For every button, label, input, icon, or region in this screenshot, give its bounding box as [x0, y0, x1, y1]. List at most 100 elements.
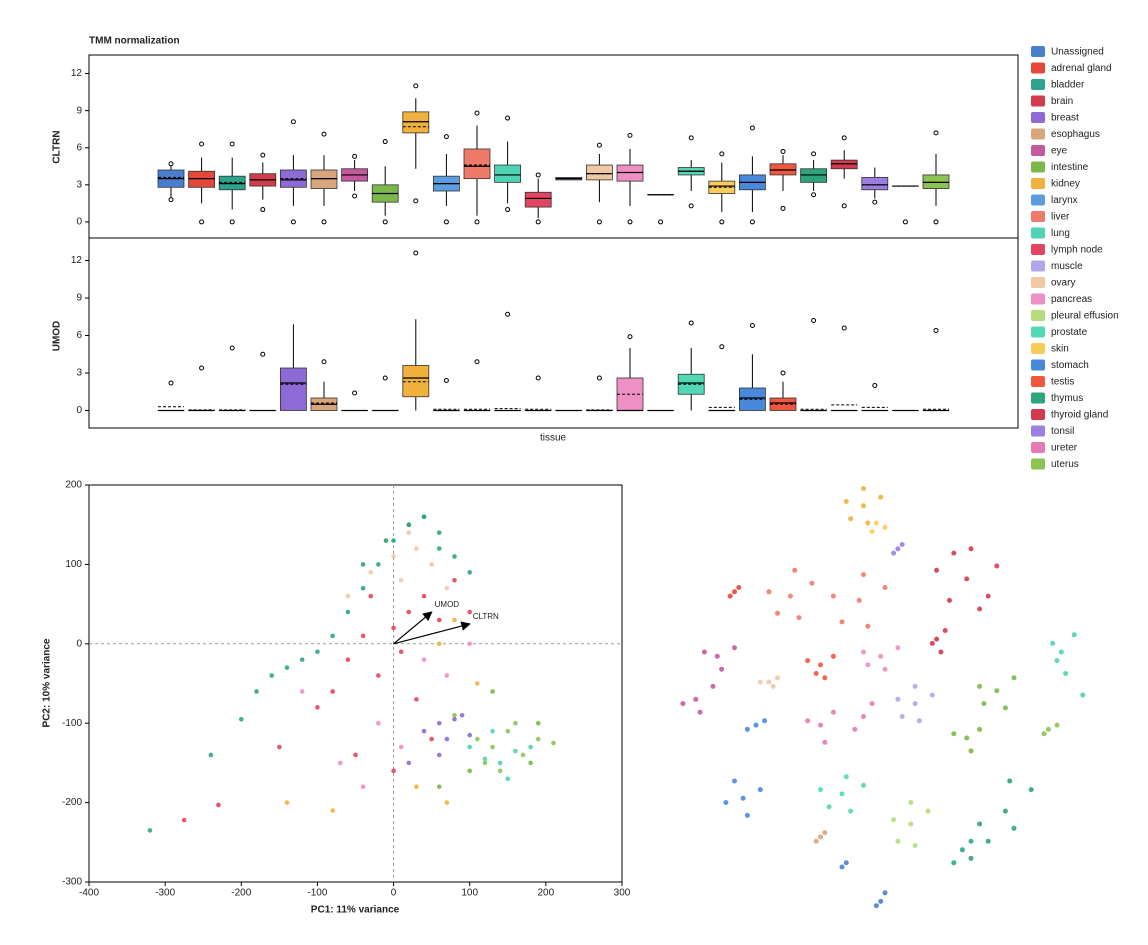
outlier: [382, 219, 388, 225]
legend-label: tonsil: [1051, 426, 1074, 437]
outlier: [352, 153, 358, 159]
legend-swatch: [1031, 95, 1045, 107]
point: [345, 593, 351, 599]
point: [977, 683, 983, 689]
x-tick-label: 0: [391, 888, 397, 899]
point: [693, 696, 699, 702]
point: [475, 736, 480, 742]
box: [586, 164, 613, 181]
point: [822, 675, 828, 681]
legend-swatch: [1031, 310, 1045, 321]
point: [406, 530, 412, 535]
point: [818, 787, 823, 793]
outlier: [443, 219, 449, 225]
point: [985, 838, 991, 844]
point: [436, 784, 442, 790]
outlier: [749, 323, 755, 328]
point: [208, 752, 214, 758]
point: [353, 752, 358, 758]
point: [908, 821, 914, 827]
outlier: [688, 203, 694, 209]
legend-swatch: [1031, 409, 1045, 420]
point: [406, 522, 412, 527]
point: [895, 696, 901, 702]
legend-swatch: [1031, 161, 1045, 173]
outlier: [933, 130, 939, 136]
outlier: [443, 134, 449, 140]
outlier: [413, 198, 419, 204]
point: [528, 760, 533, 766]
outlier: [505, 115, 511, 121]
box: [402, 111, 430, 134]
box: [616, 164, 644, 182]
y-tick-label: 9: [76, 105, 82, 116]
point: [951, 860, 957, 866]
point: [861, 649, 866, 655]
legend-label: eye: [1051, 146, 1068, 157]
point: [551, 740, 556, 746]
point: [254, 689, 259, 694]
point: [421, 514, 427, 520]
point: [277, 744, 282, 750]
point: [985, 593, 991, 599]
outlier: [811, 192, 817, 198]
outlier: [199, 141, 205, 147]
point: [505, 728, 511, 734]
x-tick-label: 100: [461, 888, 478, 899]
outlier: [872, 383, 878, 388]
outlier: [719, 151, 725, 157]
point: [421, 657, 427, 662]
outlier: [688, 135, 694, 141]
point: [1002, 808, 1008, 814]
point: [964, 576, 970, 582]
point: [680, 701, 686, 707]
point: [467, 609, 473, 615]
legend-swatch: [1031, 425, 1045, 437]
outlier: [321, 359, 327, 365]
point: [865, 623, 871, 629]
y-tick-label: 12: [71, 68, 83, 79]
point: [934, 567, 940, 573]
outlier: [627, 132, 633, 138]
point: [391, 554, 396, 559]
x-tick-label: -200: [231, 888, 251, 899]
point: [873, 903, 879, 909]
point: [436, 546, 442, 551]
point: [753, 722, 759, 728]
box: [279, 367, 307, 411]
point: [744, 726, 750, 732]
point: [951, 550, 957, 556]
point: [977, 821, 983, 827]
outlier: [719, 344, 725, 350]
point: [513, 720, 518, 726]
box: [218, 175, 246, 191]
point: [284, 665, 290, 670]
point: [497, 768, 503, 774]
outlier: [872, 199, 878, 205]
outlier: [627, 334, 633, 340]
outlier: [229, 345, 235, 351]
point: [1054, 658, 1060, 664]
point: [848, 516, 854, 522]
point: [436, 641, 442, 647]
legend-swatch: [1031, 392, 1045, 404]
legend-swatch: [1031, 227, 1045, 239]
point: [848, 808, 854, 814]
box: [861, 177, 889, 191]
point: [467, 641, 473, 647]
point: [968, 748, 974, 754]
point: [938, 649, 944, 655]
box: [769, 163, 797, 176]
point: [787, 593, 793, 599]
outlier: [260, 152, 266, 158]
point: [994, 563, 1000, 569]
point: [436, 530, 442, 535]
point: [813, 671, 819, 676]
point: [710, 683, 716, 689]
legend-swatch: [1031, 442, 1045, 453]
legend-swatch: [1031, 343, 1045, 354]
legend-label: ovary: [1051, 278, 1075, 289]
point: [757, 787, 763, 793]
point: [398, 649, 404, 655]
point: [891, 817, 897, 823]
